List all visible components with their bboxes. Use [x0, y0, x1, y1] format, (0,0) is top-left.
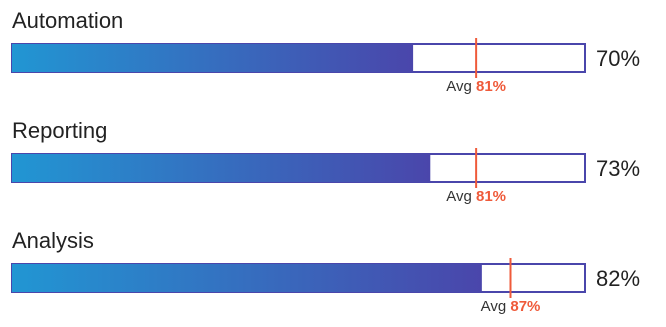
value-label: 82% — [596, 266, 640, 291]
category-label: Analysis — [12, 228, 94, 253]
average-label: Avg 87% — [481, 298, 541, 315]
bar-row: Reporting Avg 81% 73% — [11, 118, 640, 205]
average-value: 87% — [510, 298, 540, 315]
average-label: Avg 81% — [446, 188, 506, 205]
bar-row: Automation Avg 81% 70% — [11, 8, 640, 95]
average-prefix: Avg — [446, 188, 476, 205]
average-value: 81% — [476, 78, 506, 95]
category-label: Automation — [12, 8, 123, 33]
bar-row: Analysis Avg 87% 82% — [11, 228, 640, 315]
category-label: Reporting — [12, 118, 107, 143]
bar-fill — [12, 44, 414, 72]
average-prefix: Avg — [446, 78, 476, 95]
value-label: 70% — [596, 46, 640, 71]
average-label: Avg 81% — [446, 78, 506, 95]
average-value: 81% — [476, 188, 506, 205]
average-prefix: Avg — [481, 298, 511, 315]
chart-rows: Automation Avg 81% 70% Reporting Avg 81% 73% A… — [11, 8, 640, 315]
bar-fill — [12, 154, 431, 182]
bar-fill — [12, 264, 482, 292]
value-label: 73% — [596, 156, 640, 181]
